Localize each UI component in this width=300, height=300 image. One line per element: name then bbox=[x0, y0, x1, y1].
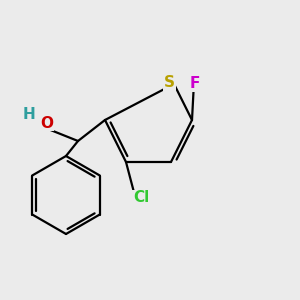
Text: S: S bbox=[164, 75, 175, 90]
Text: Cl: Cl bbox=[133, 190, 149, 206]
Text: H: H bbox=[22, 107, 35, 122]
Text: O: O bbox=[40, 116, 53, 130]
Text: F: F bbox=[190, 76, 200, 92]
